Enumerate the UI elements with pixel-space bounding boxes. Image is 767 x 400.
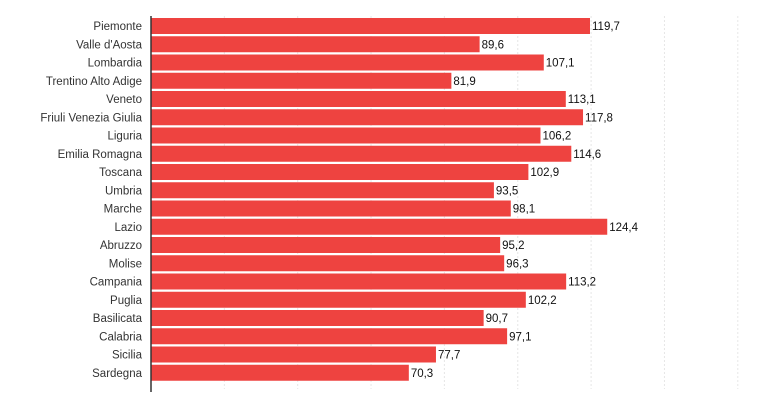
category-label: Emilia Romagna [58, 149, 143, 161]
value-label: 114,6 [573, 149, 601, 161]
bar [151, 200, 511, 217]
bar [151, 164, 529, 180]
bar [151, 109, 584, 126]
value-label: 113,1 [568, 94, 596, 106]
category-labels: Piemonte Valle d'Aosta Lombardia Trentino A… [40, 21, 142, 380]
bar [151, 291, 526, 308]
bar [151, 310, 484, 326]
value-label: 93,5 [496, 185, 518, 197]
category-label: Marche [104, 204, 142, 216]
category-label: Lazio [115, 222, 143, 234]
category-label: Basilicata [93, 313, 143, 325]
category-label: Trentino Alto Adige [46, 76, 142, 88]
category-label: Piemonte [93, 21, 142, 33]
value-label: 90,7 [486, 313, 508, 325]
value-label: 81,9 [453, 76, 475, 88]
value-label: 77,7 [438, 350, 460, 362]
bar [151, 54, 544, 71]
value-label: 97,1 [509, 331, 531, 343]
value-label: 106,2 [542, 131, 571, 143]
bar [151, 218, 608, 235]
category-label: Sicilia [112, 350, 143, 362]
bar [151, 18, 590, 34]
bar [151, 237, 501, 253]
category-label: Puglia [110, 295, 143, 307]
bar [151, 273, 567, 290]
bar [151, 328, 508, 345]
category-label: Umbria [105, 185, 143, 197]
category-label: Abruzzo [100, 240, 142, 252]
bar [151, 127, 541, 144]
value-label: 119,7 [592, 21, 620, 33]
category-label: Lombardia [88, 58, 143, 70]
value-label: 117,8 [585, 112, 613, 124]
value-label: 95,2 [502, 240, 524, 252]
category-label: Liguria [107, 131, 142, 143]
value-label: 102,2 [528, 295, 557, 307]
category-label: Calabria [99, 331, 142, 343]
bar [151, 91, 566, 107]
value-label: 124,4 [609, 222, 638, 234]
bars [151, 18, 608, 381]
value-label: 89,6 [482, 39, 504, 51]
bar [151, 36, 480, 53]
bar [151, 145, 572, 162]
category-label: Valle d'Aosta [76, 39, 143, 51]
value-label: 107,1 [546, 58, 575, 70]
category-label: Veneto [106, 94, 142, 106]
bar [151, 182, 494, 199]
category-label: Friuli Venezia Giulia [40, 112, 142, 124]
value-label: 113,2 [568, 277, 596, 289]
category-label: Toscana [99, 167, 142, 179]
value-label: 98,1 [513, 204, 535, 216]
value-label: 96,3 [506, 258, 528, 270]
bar [151, 346, 436, 363]
category-label: Campania [90, 277, 143, 289]
bar [151, 255, 505, 272]
category-label: Molise [109, 258, 142, 270]
bar [151, 72, 452, 89]
category-label: Sardegna [92, 368, 142, 380]
value-label: 70,3 [411, 368, 433, 380]
bar [151, 364, 409, 381]
value-label: 102,9 [530, 167, 559, 179]
